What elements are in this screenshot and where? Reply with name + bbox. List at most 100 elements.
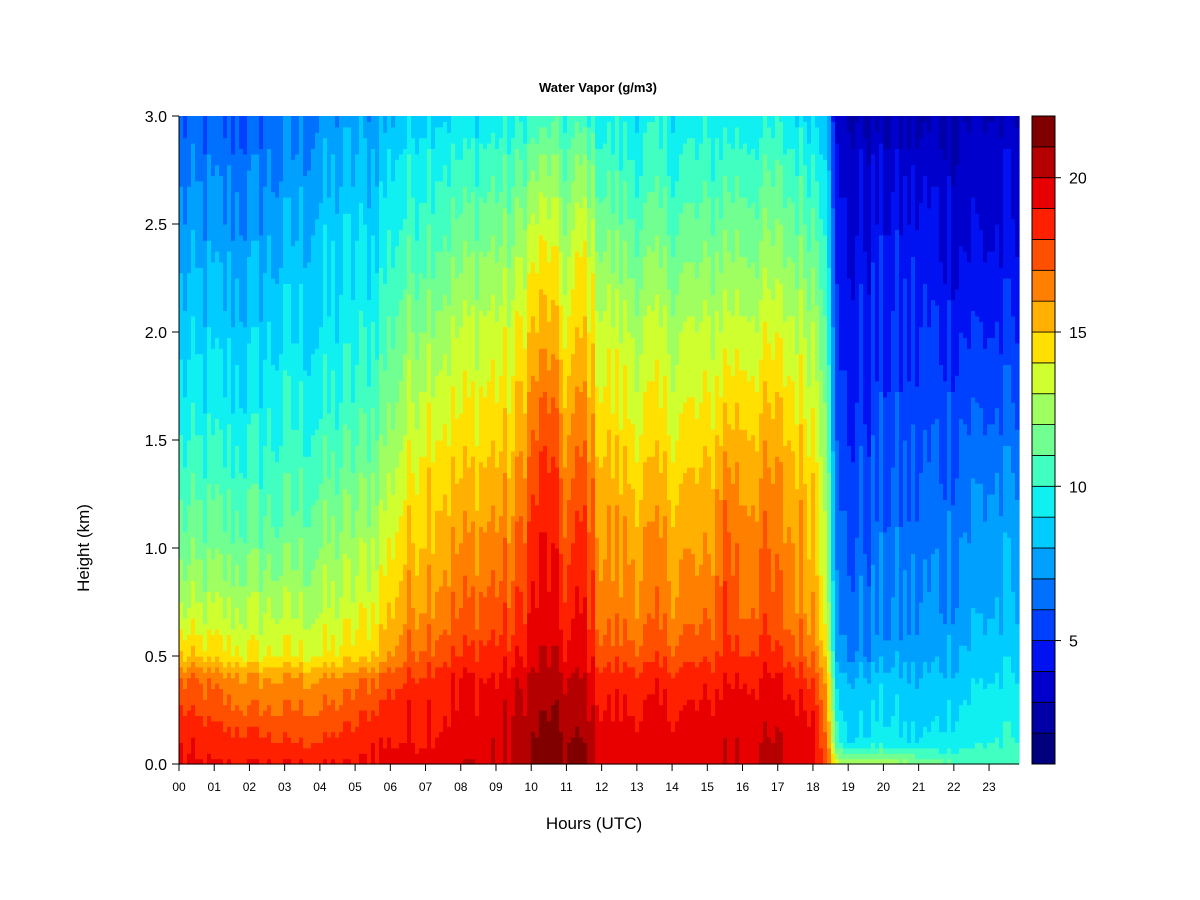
heatmap-cell (295, 413, 300, 419)
heatmap-cell (295, 316, 300, 322)
heatmap-cell (207, 586, 212, 592)
heatmap-cell (331, 267, 336, 273)
heatmap-cell (279, 699, 284, 705)
heatmap-cell (259, 127, 264, 133)
heatmap-cell (327, 170, 332, 176)
heatmap-cell (223, 548, 228, 554)
heatmap-cell (227, 667, 232, 673)
heatmap-cell (295, 127, 300, 133)
heatmap-cell (299, 192, 304, 198)
heatmap-cell (227, 499, 232, 505)
heatmap-cell (283, 192, 288, 198)
heatmap-cell (267, 418, 272, 424)
heatmap-cell (183, 202, 188, 208)
heatmap-cell (227, 451, 232, 457)
heatmap-cell (319, 391, 324, 397)
heatmap-cell (315, 310, 320, 316)
heatmap-cell (207, 478, 212, 484)
heatmap-cell (215, 229, 220, 235)
heatmap-cell (231, 186, 236, 192)
heatmap-cell (243, 240, 248, 246)
heatmap-cell (271, 678, 276, 684)
heatmap-cell (311, 408, 316, 414)
heatmap-cell (335, 327, 340, 333)
heatmap-cell (207, 321, 212, 327)
heatmap-cell (299, 375, 304, 381)
heatmap-cell (231, 267, 236, 273)
heatmap-cell (219, 154, 224, 160)
heatmap-cell (291, 262, 296, 268)
heatmap-cell (203, 359, 208, 365)
heatmap-cell (311, 467, 316, 473)
heatmap-cell (251, 327, 256, 333)
heatmap-cell (231, 435, 236, 441)
heatmap-cell (279, 229, 284, 235)
heatmap-cell (299, 224, 304, 230)
heatmap-cell (267, 683, 272, 689)
heatmap-cell (263, 354, 268, 360)
heatmap-cell (183, 337, 188, 343)
heatmap-cell (327, 208, 332, 214)
heatmap-cell (243, 629, 248, 635)
heatmap-cell (339, 316, 344, 322)
heatmap-cell (251, 143, 256, 149)
heatmap-cell (343, 483, 348, 489)
heatmap-cell (179, 154, 184, 160)
heatmap-cell (319, 186, 324, 192)
heatmap-cell (203, 370, 208, 376)
heatmap-cell (287, 618, 292, 624)
heatmap-cell (303, 645, 308, 651)
heatmap-cell (319, 607, 324, 613)
heatmap-cell (327, 672, 332, 678)
heatmap-cell (299, 467, 304, 473)
heatmap-cell (247, 575, 252, 581)
heatmap-cell (263, 192, 268, 198)
heatmap-cell (335, 526, 340, 532)
heatmap-cell (299, 683, 304, 689)
heatmap-cell (187, 489, 192, 495)
heatmap-cell (231, 537, 236, 543)
heatmap-cell (283, 305, 288, 311)
heatmap-cell (263, 516, 268, 522)
heatmap-cell (287, 413, 292, 419)
heatmap-cell (195, 327, 200, 333)
heatmap-cell (295, 235, 300, 241)
heatmap-cell (335, 678, 340, 684)
heatmap-cell (179, 705, 184, 711)
heatmap-cell (263, 672, 268, 678)
heatmap-cell (203, 510, 208, 516)
heatmap-cell (287, 705, 292, 711)
heatmap-cell (259, 467, 264, 473)
heatmap-cell (211, 478, 216, 484)
heatmap-cell (251, 699, 256, 705)
heatmap-cell (195, 267, 200, 273)
heatmap-cell (279, 489, 284, 495)
heatmap-cell (187, 715, 192, 721)
heatmap-cell (203, 499, 208, 505)
heatmap-cell (239, 483, 244, 489)
heatmap-cell (311, 305, 316, 311)
heatmap-cell (199, 202, 204, 208)
heatmap-cell (203, 116, 208, 122)
heatmap-cell (251, 742, 256, 748)
heatmap-cell (231, 489, 236, 495)
heatmap-cell (203, 462, 208, 468)
heatmap-cell (251, 424, 256, 430)
heatmap-cell (279, 678, 284, 684)
heatmap-cell (307, 327, 312, 333)
heatmap-cell (247, 753, 252, 759)
heatmap-cell (287, 354, 292, 360)
heatmap-cell (247, 359, 252, 365)
heatmap-cell (335, 715, 340, 721)
heatmap-cell (331, 624, 336, 630)
heatmap-cell (247, 624, 252, 630)
heatmap-cell (275, 661, 280, 667)
heatmap-cell (283, 262, 288, 268)
heatmap-cell (275, 418, 280, 424)
heatmap-cell (343, 629, 348, 635)
heatmap-cell (319, 580, 324, 586)
heatmap-cell (199, 742, 204, 748)
heatmap-cell (331, 186, 336, 192)
heatmap-cell (267, 494, 272, 500)
heatmap-cell (299, 435, 304, 441)
